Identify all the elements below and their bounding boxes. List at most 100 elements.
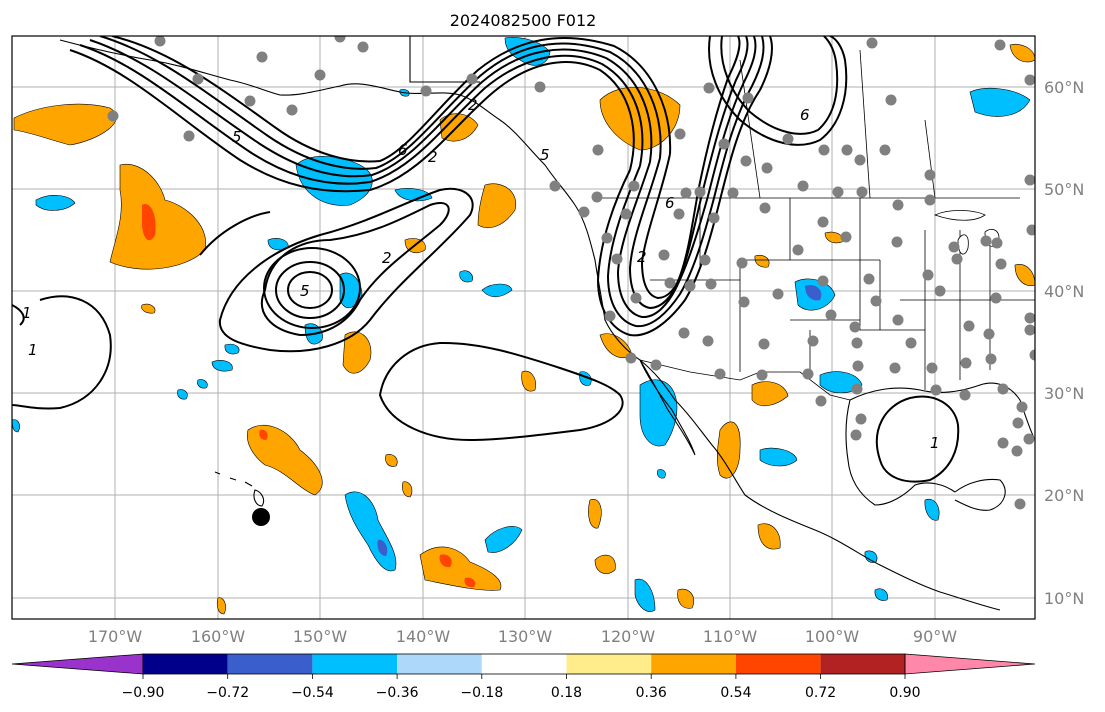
station-dot [817,275,829,287]
station-dot [714,368,726,380]
colorbar-tick-label: −0.90 [122,685,165,701]
station-dot [870,295,882,307]
station-dot [658,249,670,261]
station-dot [924,194,936,206]
station-dot [630,292,642,304]
colorbar-segment [312,654,398,674]
colorbar-tick-label: −0.72 [206,685,249,701]
station-dot [802,368,814,380]
contour-label: 6 [665,194,675,212]
station-dot [625,352,637,364]
colorbar-segment [143,654,228,674]
station-dot [849,321,861,333]
lat-label: 40°N [1044,282,1084,301]
station-dot [107,110,119,122]
station-dot [759,202,771,214]
station-dot [983,328,995,340]
station-dot [357,41,369,53]
station-dot [866,37,878,49]
station-dot [673,208,685,220]
colorbar-segment [227,654,313,674]
station-dot [841,144,853,156]
station-dot [1024,312,1035,324]
station-dot [991,237,1003,249]
station-dot [620,208,632,220]
station-dot [601,232,613,244]
station-dot [889,362,901,374]
station-dot [856,186,868,198]
location-marker [252,508,270,526]
station-dot [797,180,809,192]
colorbar-segment [397,654,482,674]
colorbar-min-extension [11,653,144,675]
contour-label: 2 [428,148,438,166]
station-dot [892,199,904,211]
station-dot [1023,433,1035,445]
lat-label: 50°N [1044,180,1084,199]
station-dot [705,278,717,290]
station-dot [466,73,478,85]
station-dot [994,39,1006,51]
station-dot [611,253,623,265]
station-dot [863,273,875,285]
colorbar-max-extension [904,653,1036,675]
station-dot [183,130,195,142]
lon-label: 160°W [191,627,246,646]
station-dot [905,337,917,349]
station-dot [817,216,829,228]
lat-label: 10°N [1044,589,1084,608]
station-dot [948,241,960,253]
station-dot [963,320,975,332]
station-dot [1029,349,1035,361]
colorbar-segment [651,654,736,674]
colorbar-tick-label: −0.36 [376,685,419,701]
station-dot [995,258,1007,270]
station-dot [628,180,640,192]
lon-label: 140°W [396,627,451,646]
contour-label: 6 [800,106,810,124]
station-dot [1026,224,1035,236]
colorbar-tick-label: −0.18 [460,685,503,701]
station-dot [854,154,866,166]
station-dot [702,335,714,347]
colorbar-tick-label: −0.54 [291,685,334,701]
contour-label: 5 [300,282,310,300]
map-title: 2024082500 F012 [450,11,597,30]
station-dot [792,244,804,256]
contour-lines [12,36,960,483]
station-dot [1016,401,1028,413]
station-dot [650,359,662,371]
station-dot [818,144,830,156]
station-dot [852,360,864,372]
station-dot [604,310,616,322]
station-dot [192,73,204,85]
station-dot [244,95,256,107]
lon-label: 90°W [913,627,957,646]
contour-label: 1 [22,304,32,322]
station-markers [107,36,1035,510]
station-dot [1024,174,1035,186]
station-dot [694,186,706,198]
station-dot [1014,498,1026,510]
station-dot [534,81,546,93]
colorbar-tick-label: 0.72 [805,685,836,701]
coastlines [59,36,1035,611]
station-dot [959,389,971,401]
station-dot [772,288,784,300]
station-dot [703,82,715,94]
station-dot [154,36,166,47]
station-dot [314,69,326,81]
lat-label: 30°N [1044,384,1084,403]
station-dot [678,327,690,339]
station-dot [851,337,863,349]
station-dot [960,357,972,369]
strong-negative-shading [377,284,822,556]
station-dot [1024,324,1035,336]
station-dot [736,257,748,269]
station-dot [891,236,903,248]
colorbar-segment [481,654,567,674]
station-dot [591,191,603,203]
station-dot [664,277,676,289]
colorbar-tick-label: 0.54 [720,685,751,701]
